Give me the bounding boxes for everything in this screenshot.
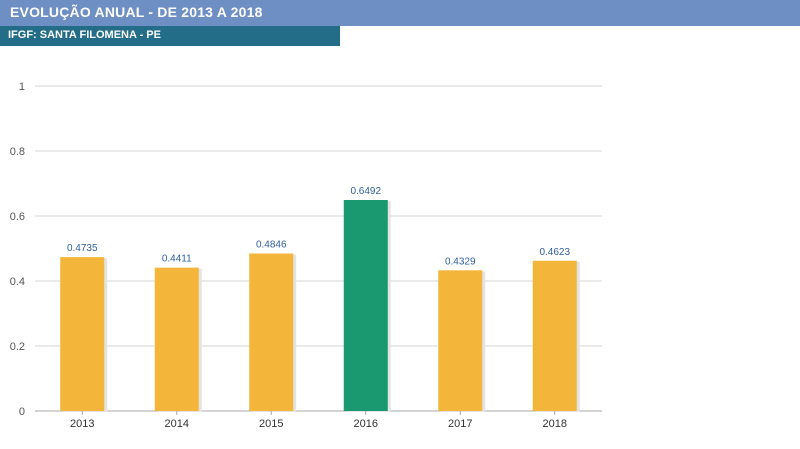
bar [249, 253, 294, 411]
x-tick-label: 2017 [448, 418, 472, 430]
data-label: 0.4329 [445, 256, 476, 267]
bar [60, 257, 105, 411]
data-label: 0.6492 [350, 186, 381, 197]
page-title: EVOLUÇÃO ANUAL - DE 2013 A 2018 [10, 4, 263, 20]
y-tick-label: 0.4 [10, 276, 25, 288]
y-tick-label: 0.2 [10, 341, 25, 353]
title-bar: EVOLUÇÃO ANUAL - DE 2013 A 2018 [0, 0, 800, 26]
y-tick-label: 0 [19, 406, 25, 418]
bar [154, 267, 199, 411]
x-tick-label: 2013 [70, 418, 94, 430]
data-label: 0.4735 [67, 243, 98, 254]
y-tick-label: 0.6 [10, 211, 25, 223]
data-label: 0.4846 [256, 240, 287, 251]
subtitle-bar: IFGF: SANTA FILOMENA - PE [0, 26, 340, 46]
bar [438, 270, 483, 411]
bar [532, 260, 577, 411]
x-tick-label: 2018 [543, 418, 567, 430]
x-tick-label: 2015 [259, 418, 283, 430]
chart-subtitle: IFGF: SANTA FILOMENA - PE [8, 29, 161, 41]
y-tick-label: 1 [19, 81, 25, 93]
x-tick-label: 2016 [354, 418, 378, 430]
data-label: 0.4623 [539, 247, 570, 258]
data-label: 0.4411 [162, 254, 192, 265]
x-tick-label: 2014 [165, 418, 189, 430]
y-tick-label: 0.8 [10, 146, 25, 158]
bar [343, 200, 388, 411]
